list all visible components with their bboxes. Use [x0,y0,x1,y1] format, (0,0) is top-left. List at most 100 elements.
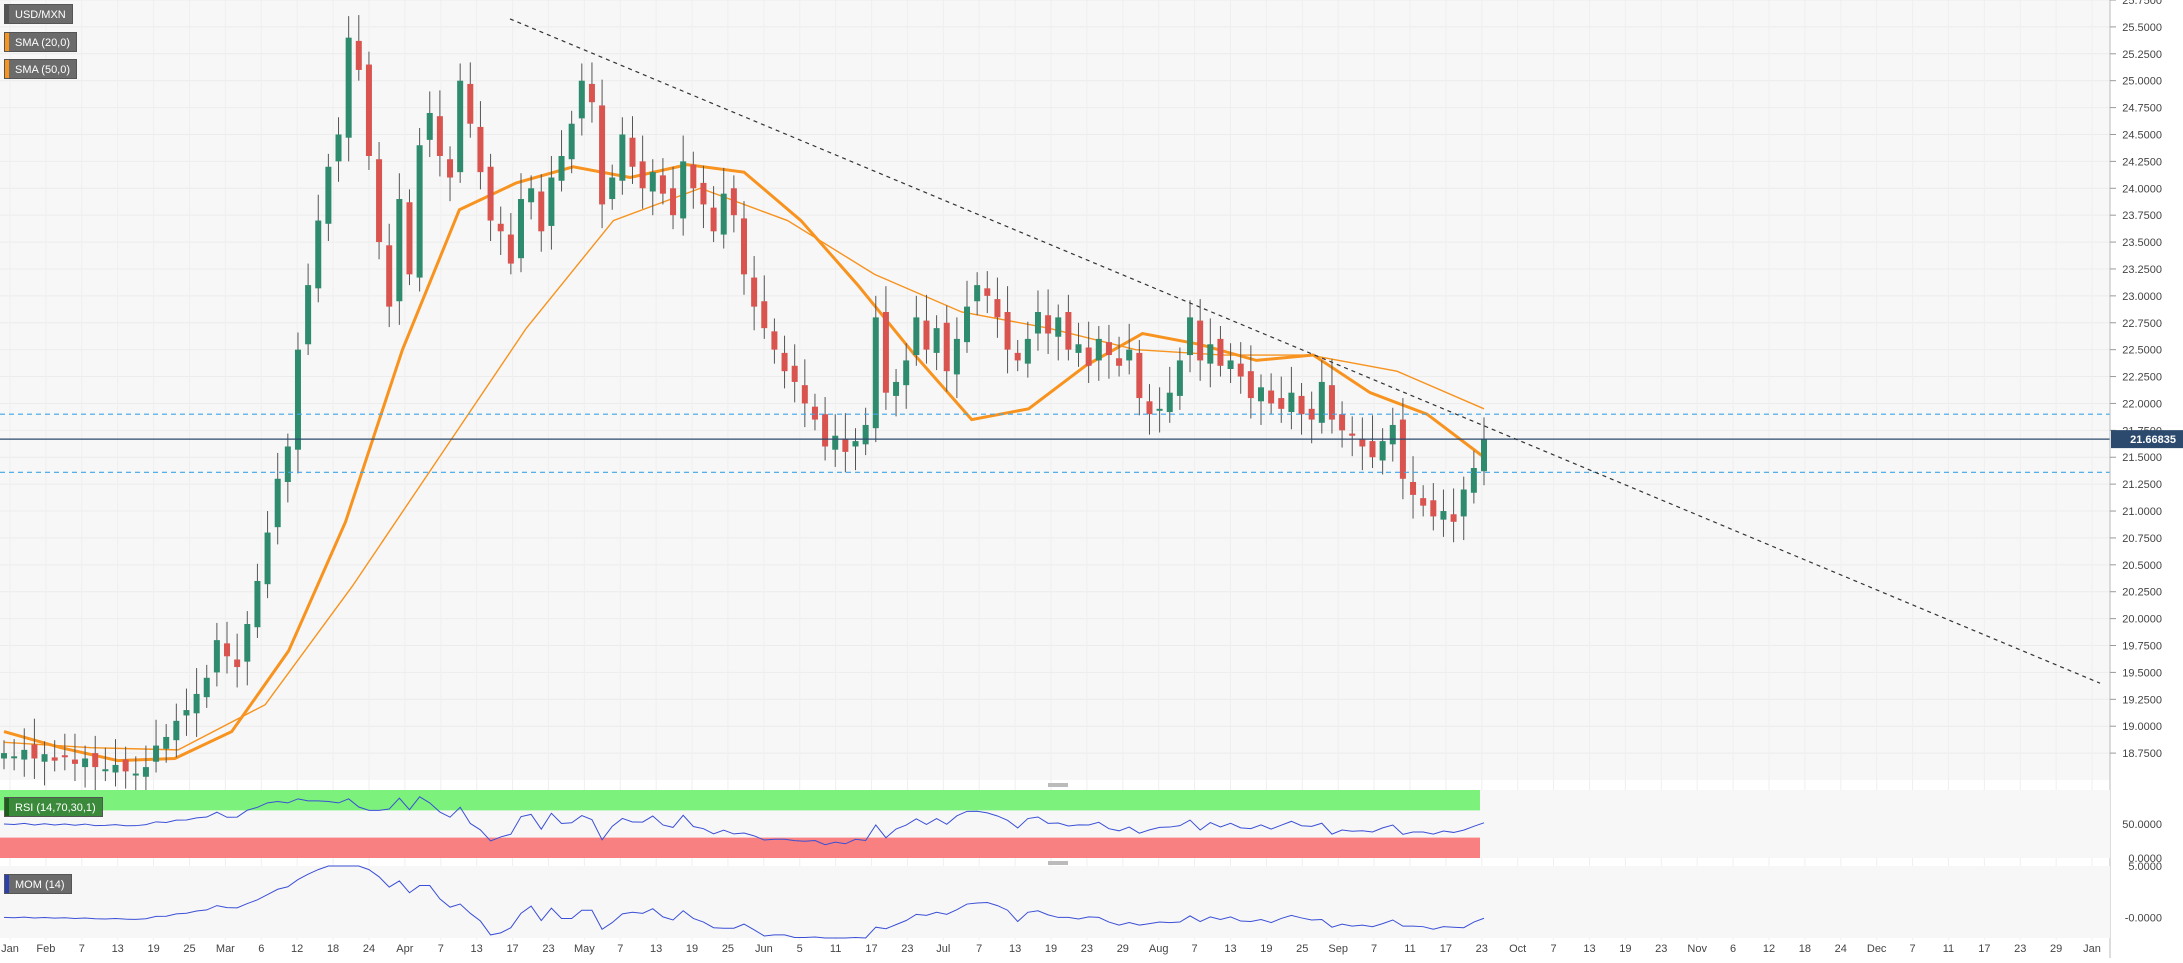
candle-body [1308,408,1315,420]
candle-body [649,172,656,192]
price-tick-label: 22.7500 [2122,318,2162,330]
time-tick-label: 13 [1009,943,1021,955]
time-tick-label: 23 [2014,943,2026,955]
time-tick-label: May [574,943,595,955]
candle-body [1116,358,1123,366]
time-tick-label: 19 [147,943,159,955]
candle-body [1197,320,1204,361]
candle-body [254,580,261,628]
candle-body [153,745,160,762]
time-tick-label: 12 [1763,943,1775,955]
rsi-overbought-zone [0,790,1480,811]
sma20-path [3,163,1485,763]
time-tick-label: Mar [216,943,235,955]
candle-body [1481,438,1487,472]
candle-body [1470,468,1477,493]
candle-body [903,360,910,386]
time-tick-label: 6 [1730,943,1736,955]
rsi-line [3,796,1485,846]
candle-body [436,116,443,156]
candle-body [1065,312,1072,350]
candle-body [234,659,241,668]
candle-body [741,218,747,275]
candle-body [51,757,58,761]
candle-body [893,381,900,396]
time-tick-label: Oct [1509,943,1526,955]
time-tick-label: 23 [901,943,913,955]
mom-legend-text: MOM (14) [15,879,65,891]
candle-body [913,317,920,356]
candle-body [122,759,129,772]
candle-body [396,199,403,302]
candle-body [274,478,281,528]
price-tick-label: 20.2500 [2122,587,2162,599]
time-tick-label: Dec [1867,943,1887,955]
overlay-lines [0,18,2110,684]
time-tick-label: 11 [830,943,841,955]
time-axis: Jan Feb 7 13 19 25 Mar 6 12 18 24 Apr 7 13 17 23 May 7 13 1… [1,943,2101,955]
candle-body [588,83,595,103]
candle-body [1278,398,1285,409]
candle-body [1369,441,1376,458]
candle-body [629,137,636,167]
candle-body [163,736,170,749]
price-tick-label: 21.0000 [2122,506,2162,518]
price-tick-label: 19.0000 [2122,721,2162,733]
candle-body [345,37,352,138]
candle-body [822,414,829,447]
price-tick-label: 25.2500 [2122,49,2162,61]
candle-body [21,749,28,760]
candle-body [1450,514,1457,522]
price-tick-label: 25.0000 [2122,76,2162,88]
sma20-legend[interactable]: SMA (20,0) [4,32,78,52]
time-tick-label: 19 [1045,943,1057,955]
candle-body [882,312,889,393]
candle-body [406,202,413,275]
rsi-legend[interactable]: RSI (14,70,30,1) [4,797,103,817]
price-tick-label: 23.7500 [2122,210,2162,222]
candle-body [416,145,423,278]
candle-body [71,759,78,764]
mom-bg [0,866,2110,938]
candle-body [1298,395,1305,415]
candle-body [426,112,433,140]
candle-body [467,83,474,124]
price-tick-label: 23.2500 [2122,264,2162,276]
price-tick-label: 24.7500 [2122,103,2162,115]
price-tick-label: 24.0000 [2122,183,2162,195]
candle-body [639,161,646,189]
candle-body [811,406,818,420]
candle-body [1207,344,1214,364]
current-price-label: 21.66835 [2130,434,2176,446]
time-tick-label: 18 [1799,943,1811,955]
mom-pane: 5.0000 -0.0000 [0,861,2162,939]
candle-body [1257,387,1264,402]
time-tick-label: 24 [363,943,375,955]
price-tick-label: 23.5000 [2122,237,2162,249]
candle-body [224,643,231,657]
time-tick-label: 29 [1117,943,1129,955]
time-tick-label: 19 [686,943,698,955]
time-tick-label: 19 [1619,943,1631,955]
candle-body [1318,381,1325,423]
time-tick-label: 11 [1943,943,1954,955]
candle-body [183,710,190,716]
candle-body [1420,498,1427,506]
pane-resize-handle [1048,783,1068,787]
mom-legend[interactable]: MOM (14) [4,874,72,894]
candle-body [284,446,291,482]
candle-body [862,424,869,445]
candle-body [11,756,18,759]
mom-tick-label: -0.0000 [2125,912,2162,924]
candle-body [1410,481,1417,495]
candle-body [1399,419,1406,479]
candle-body [943,322,950,372]
time-tick-label: Apr [396,943,413,955]
time-tick-label: 25 [722,943,734,955]
price-tick-label: 22.0000 [2122,398,2162,410]
sma50-legend[interactable]: SMA (50,0) [4,59,78,79]
rsi-oversold-zone [0,837,1480,858]
symbol-label[interactable]: USD/MXN [4,4,73,24]
time-tick-label: 6 [258,943,264,955]
